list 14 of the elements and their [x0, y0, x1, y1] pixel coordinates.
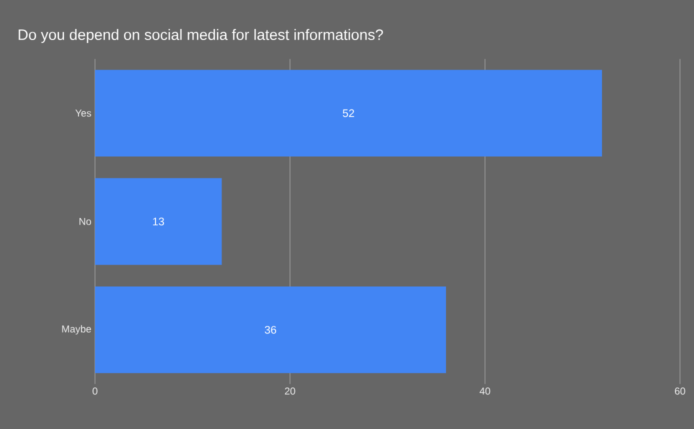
data-label: 36: [264, 326, 276, 334]
bar: [95, 70, 602, 157]
y-tick-label: Yes: [75, 110, 92, 117]
x-tick-label: 20: [284, 388, 296, 395]
bar: [95, 178, 222, 265]
x-tick-label: 0: [92, 388, 98, 395]
x-tick-label: 60: [674, 388, 686, 395]
x-tick-label: 40: [480, 388, 490, 395]
y-tick-label: No: [80, 218, 92, 225]
chart-title: Do you depend on social media for latest informations?: [18, 29, 383, 43]
data-label: 13: [153, 218, 164, 226]
bar: [95, 286, 446, 374]
y-tick-label: Maybe: [62, 325, 92, 334]
data-label: 52: [342, 109, 354, 118]
